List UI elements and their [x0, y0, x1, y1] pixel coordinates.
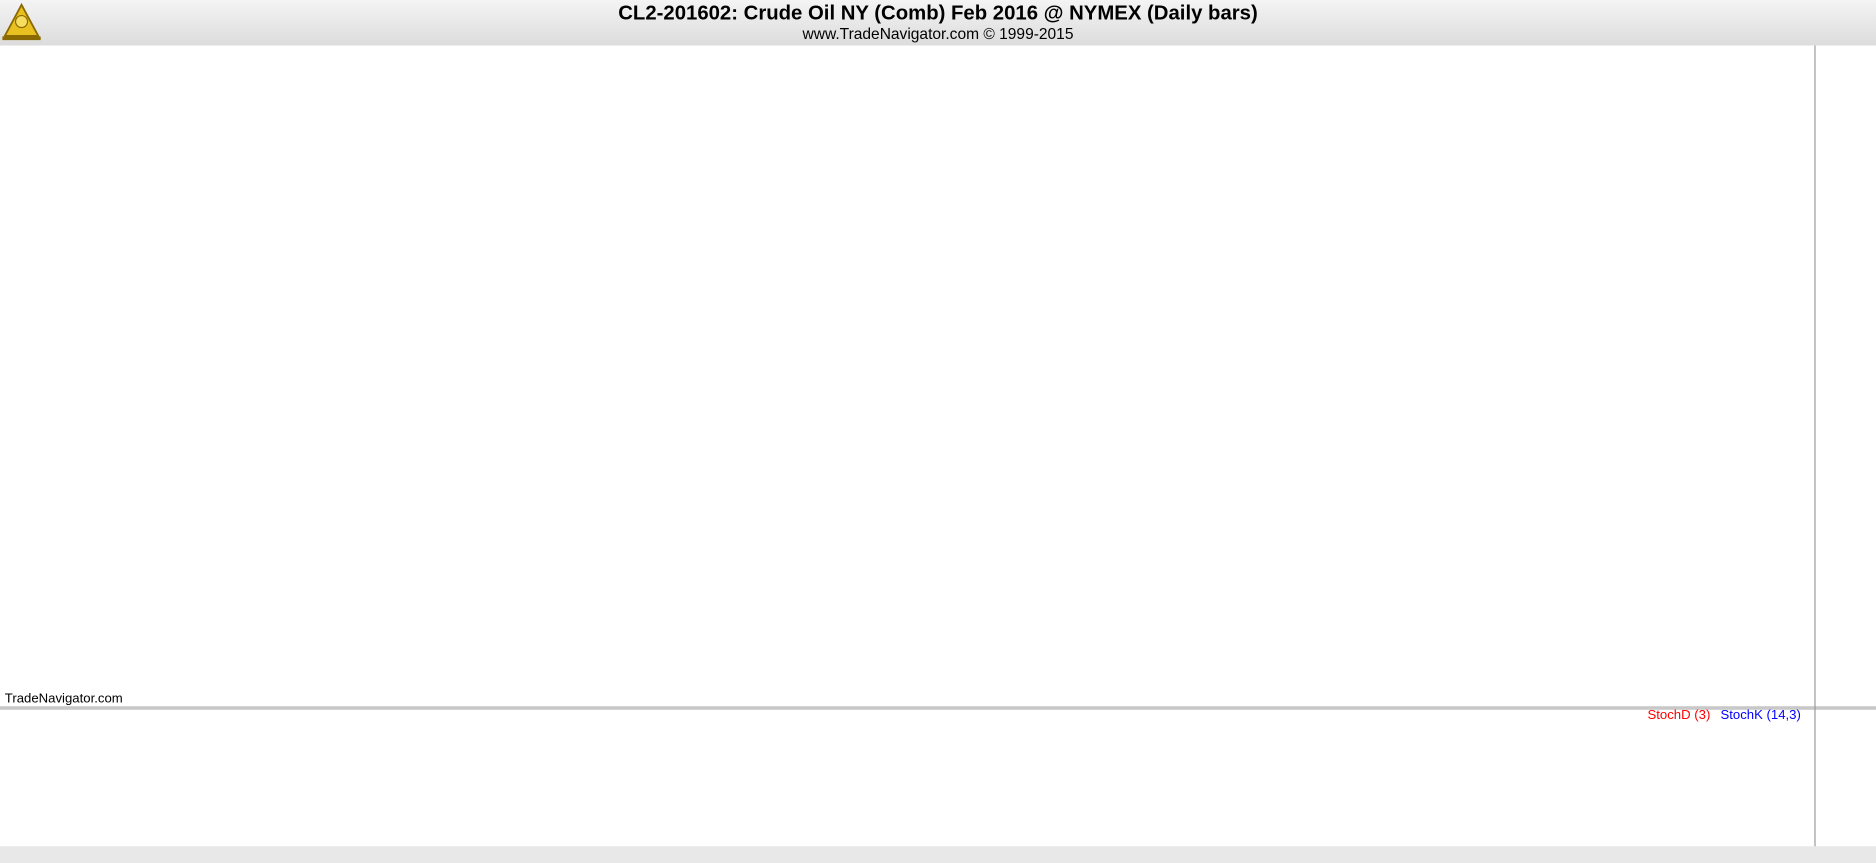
x-axis-background [0, 846, 1876, 863]
legend-entry: StochD (3) [1647, 707, 1710, 722]
logo [2, 2, 41, 41]
chart-subtitle: www.TradeNavigator.com © 1999-2015 [802, 26, 1074, 43]
panel-separator [0, 706, 1876, 710]
legend-entry: StochK (14,3) [1720, 707, 1800, 722]
watermark: TradeNavigator.com [5, 690, 123, 705]
header-background [0, 0, 1876, 46]
plot-background [0, 45, 1876, 847]
chart-title: CL2-201602: Crude Oil NY (Comb) Feb 2016… [618, 3, 1258, 25]
